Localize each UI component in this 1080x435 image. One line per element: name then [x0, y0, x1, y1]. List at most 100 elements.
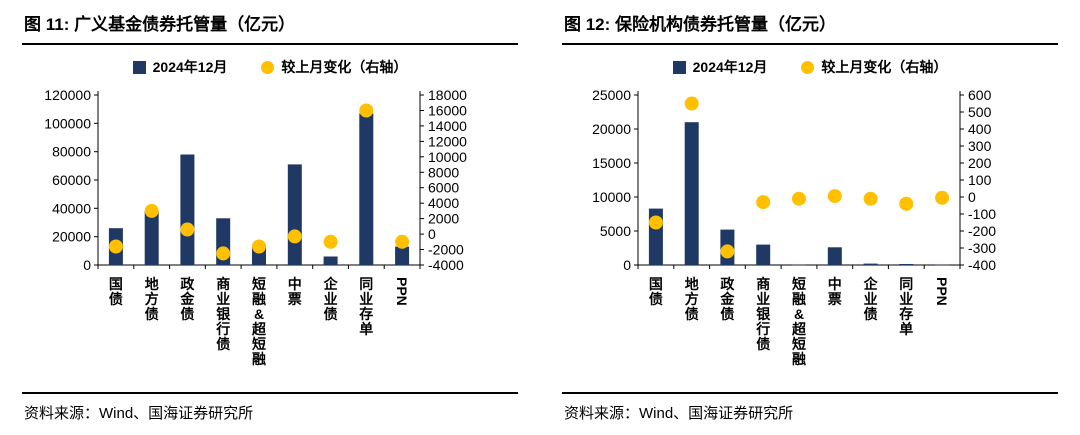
svg-text:120000: 120000	[44, 87, 91, 103]
svg-text:8000: 8000	[428, 164, 459, 180]
bar-series-swatch	[672, 60, 686, 74]
dot	[720, 244, 735, 259]
category-labels: 国债 地方债 政金债 商业银行债 短融&超短融 中票 企业债 同业存单 PPN	[649, 276, 950, 367]
dot	[323, 234, 338, 249]
svg-text:2000: 2000	[428, 211, 459, 227]
dot	[252, 239, 266, 254]
dot	[108, 239, 123, 254]
dot-series-label: 较上月变化（右轴）	[281, 59, 408, 75]
dots	[648, 96, 950, 259]
svg-text:6000: 6000	[428, 180, 459, 196]
svg-text:100000: 100000	[44, 115, 91, 131]
svg-text:-100: -100	[968, 206, 996, 222]
dot-series-label: 较上月变化（右轴）	[821, 59, 948, 75]
legend-item-bar: 2024年12月	[132, 57, 228, 77]
left-axis: 0 20000 40000 60000 80000 100000 120000	[44, 87, 99, 273]
dot	[180, 222, 195, 237]
svg-text:80000: 80000	[52, 144, 91, 160]
bar	[359, 113, 374, 266]
bar	[180, 154, 195, 265]
chart-legend-fig12: 2024年12月 较上月变化（右轴）	[562, 57, 1058, 77]
svg-text:政金债: 政金债	[179, 276, 195, 322]
svg-text:0: 0	[428, 226, 436, 242]
bar	[756, 244, 771, 265]
x-axis	[637, 264, 961, 269]
dot	[287, 229, 302, 244]
svg-text:中票: 中票	[288, 276, 302, 307]
svg-text:-300: -300	[968, 240, 996, 256]
svg-text:18000: 18000	[428, 87, 467, 103]
svg-text:-4000: -4000	[428, 257, 464, 273]
dot	[899, 196, 914, 211]
source-note-fig12: 资料来源：Wind、国海证券研究所	[562, 392, 1058, 435]
chart-title-fig12: 图 12: 保险机构债券托管量（亿元）	[562, 8, 1058, 45]
bar	[899, 264, 914, 265]
svg-text:20000: 20000	[592, 121, 631, 137]
svg-text:-2000: -2000	[428, 242, 464, 258]
chart-title-fig11: 图 11: 广义基金债券托管量（亿元）	[22, 8, 518, 45]
dot	[144, 203, 159, 218]
dot	[756, 195, 771, 210]
dot	[792, 191, 806, 206]
svg-text:中票: 中票	[828, 276, 842, 307]
bar	[395, 246, 410, 265]
source-note-fig11: 资料来源：Wind、国海证券研究所	[22, 392, 518, 435]
bar-series-label: 2024年12月	[692, 59, 768, 75]
dot	[863, 191, 878, 206]
right-axis: -4000-2000020004000600080001000012000140…	[419, 87, 467, 273]
svg-text:同业存单: 同业存单	[899, 276, 913, 337]
dot-series-swatch	[801, 60, 815, 74]
bar-scatter-chart-fig11: 0 20000 40000 60000 80000 100000 120000 -4000 -2…	[22, 81, 518, 386]
svg-text:0: 0	[968, 189, 976, 205]
svg-text:地方债: 地方债	[685, 276, 699, 322]
svg-text:14000: 14000	[428, 118, 467, 134]
dot	[935, 190, 950, 205]
bars	[108, 113, 410, 266]
svg-text:同业存单: 同业存单	[359, 276, 373, 337]
dot-series-swatch	[261, 60, 275, 74]
svg-text:500: 500	[968, 104, 992, 120]
category-labels: 国债 地方债 政金债 商业银行债 短融&超短融 中票 企业债 同业存单 PPN	[109, 276, 410, 367]
dot	[648, 215, 663, 230]
bar	[792, 264, 806, 266]
bar-series-swatch	[132, 60, 146, 74]
dots	[108, 103, 410, 261]
dot	[395, 234, 410, 249]
svg-text:短融&超短融: 短融&超短融	[791, 276, 807, 367]
svg-text:商业银行债: 商业银行债	[755, 276, 771, 352]
svg-text:国债: 国债	[649, 276, 663, 307]
dot	[684, 96, 699, 111]
dot	[216, 246, 231, 261]
svg-text:0: 0	[623, 257, 631, 273]
svg-text:60000: 60000	[52, 172, 91, 188]
bar	[863, 263, 878, 265]
panel-fig11: 图 11: 广义基金债券托管量（亿元） 2024年12月 较上月变化（右轴） 0…	[22, 8, 518, 435]
svg-text:-200: -200	[968, 223, 996, 239]
bar	[323, 256, 338, 265]
svg-text:企业债: 企业债	[863, 276, 879, 322]
svg-text:12000: 12000	[428, 133, 467, 149]
svg-text:10000: 10000	[428, 149, 467, 165]
bar-series-label: 2024年12月	[152, 59, 228, 75]
svg-text:15000: 15000	[592, 155, 631, 171]
chart-legend-fig11: 2024年12月 较上月变化（右轴）	[22, 57, 518, 77]
svg-text:40000: 40000	[52, 200, 91, 216]
svg-text:400: 400	[968, 121, 992, 137]
legend-item-dot: 较上月变化（右轴）	[261, 57, 407, 77]
svg-text:300: 300	[968, 138, 992, 154]
panel-fig12: 图 12: 保险机构债券托管量（亿元） 2024年12月 较上月变化（右轴） 0…	[540, 0, 1080, 435]
bar	[827, 247, 842, 265]
svg-text:短融&超短融: 短融&超短融	[251, 276, 267, 367]
svg-text:政金债: 政金债	[719, 276, 735, 322]
svg-text:4000: 4000	[428, 195, 459, 211]
svg-text:100: 100	[968, 172, 992, 188]
svg-text:600: 600	[968, 87, 992, 103]
bar	[935, 264, 950, 266]
svg-text:国债: 国债	[109, 276, 123, 307]
dot	[827, 189, 842, 204]
svg-text:商业银行债: 商业银行债	[215, 276, 231, 352]
svg-text:地方债: 地方债	[145, 276, 159, 322]
legend-item-bar: 2024年12月	[672, 57, 768, 77]
svg-text:企业债: 企业债	[323, 276, 339, 322]
